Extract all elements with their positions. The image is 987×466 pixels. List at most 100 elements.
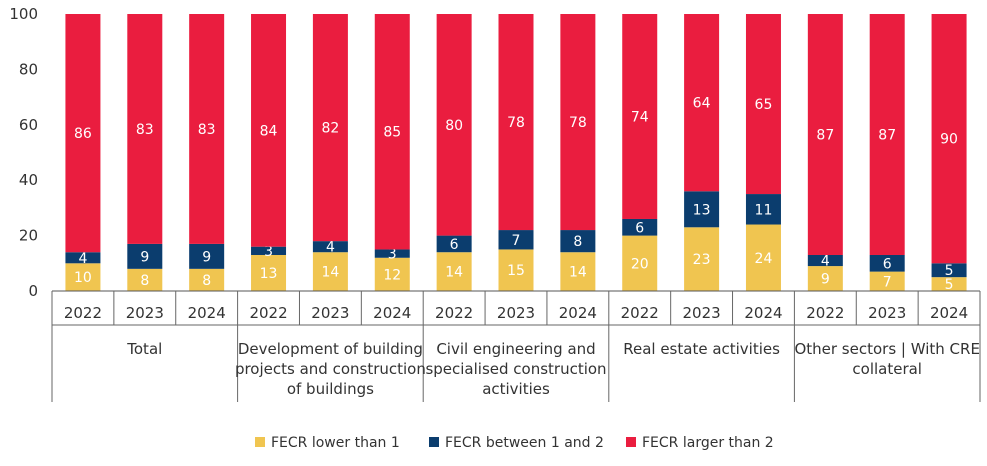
x-tick-label: 2023 xyxy=(497,304,535,322)
data-label: 24 xyxy=(755,251,773,267)
bar-segment[interactable] xyxy=(684,227,720,291)
data-label: 87 xyxy=(878,127,896,143)
group-label: collateral xyxy=(852,360,922,378)
x-tick-label: 2024 xyxy=(188,304,226,322)
data-label: 12 xyxy=(383,267,401,283)
group-label: Real estate activities xyxy=(623,340,780,358)
bar-segment[interactable] xyxy=(251,14,287,247)
data-label: 13 xyxy=(693,202,711,218)
data-label: 15 xyxy=(507,263,525,279)
data-label: 7 xyxy=(512,233,521,249)
bar-segment[interactable] xyxy=(869,254,905,272)
bar-segment[interactable] xyxy=(684,191,720,228)
bar-segment[interactable] xyxy=(869,14,905,255)
bar-segment[interactable] xyxy=(65,263,101,291)
y-tick-label: 40 xyxy=(19,171,38,189)
bar-segment[interactable] xyxy=(65,252,101,264)
x-tick-label: 2022 xyxy=(435,304,473,322)
data-label: 78 xyxy=(569,115,587,131)
bar-segment[interactable] xyxy=(312,241,348,253)
bar-segment[interactable] xyxy=(374,14,410,250)
data-label: 74 xyxy=(631,109,649,125)
data-label: 23 xyxy=(693,252,711,268)
bar-segment[interactable] xyxy=(869,271,905,291)
bar-segment[interactable] xyxy=(436,14,472,236)
bar-segment[interactable] xyxy=(745,14,781,195)
data-label: 4 xyxy=(326,240,335,256)
bar-segment[interactable] xyxy=(189,243,225,269)
data-label: 4 xyxy=(78,251,87,267)
x-tick-label: 2024 xyxy=(930,304,968,322)
bar-segment[interactable] xyxy=(560,14,596,231)
bar-segment[interactable] xyxy=(251,246,287,255)
data-label: 8 xyxy=(573,234,582,250)
group-label: specialised construction xyxy=(425,360,606,378)
data-label: 8 xyxy=(202,273,211,289)
data-label: 14 xyxy=(569,265,587,281)
y-tick-label: 20 xyxy=(19,227,38,245)
bar-segment[interactable] xyxy=(251,254,287,291)
data-label: 6 xyxy=(635,220,644,236)
data-label: 5 xyxy=(945,263,954,279)
bar-segment[interactable] xyxy=(189,14,225,244)
bar-segment[interactable] xyxy=(560,230,596,253)
bar-segment[interactable] xyxy=(436,252,472,291)
data-label: 8 xyxy=(140,273,149,289)
x-tick-label: 2022 xyxy=(249,304,287,322)
x-tick-label: 2022 xyxy=(621,304,659,322)
x-tick-label: 2023 xyxy=(126,304,164,322)
bar-segment[interactable] xyxy=(807,14,843,255)
bar-segment[interactable] xyxy=(65,14,101,253)
data-label: 6 xyxy=(883,256,892,272)
x-tick-label: 2022 xyxy=(806,304,844,322)
x-tick-label: 2023 xyxy=(868,304,906,322)
bar-segment[interactable] xyxy=(560,252,596,291)
data-label: 20 xyxy=(631,256,649,272)
data-label: 9 xyxy=(202,249,211,265)
group-label: Total xyxy=(126,340,162,358)
bar-segment[interactable] xyxy=(436,235,472,253)
x-tick-label: 2024 xyxy=(559,304,597,322)
legend-label: FECR larger than 2 xyxy=(642,435,774,451)
bar-segment[interactable] xyxy=(374,249,410,258)
bar-segment[interactable] xyxy=(374,257,410,291)
group-label: Civil engineering and xyxy=(436,340,595,358)
group-label: activities xyxy=(482,380,550,398)
bar-segment[interactable] xyxy=(189,268,225,291)
bar-segment[interactable] xyxy=(127,243,163,269)
x-tick-label: 2023 xyxy=(683,304,721,322)
bar-segment[interactable] xyxy=(622,235,658,291)
data-label: 5 xyxy=(945,277,954,293)
bar-segment[interactable] xyxy=(684,14,720,192)
bar-segment[interactable] xyxy=(931,263,967,278)
legend-swatch xyxy=(429,437,439,447)
data-label: 14 xyxy=(445,265,463,281)
bar-segment[interactable] xyxy=(498,14,534,231)
data-label: 3 xyxy=(264,244,273,260)
x-tick-label: 2024 xyxy=(744,304,782,322)
data-label: 82 xyxy=(321,121,339,137)
group-label: projects and construction xyxy=(235,360,426,378)
x-tick-label: 2022 xyxy=(64,304,102,322)
bar-segment[interactable] xyxy=(127,268,163,291)
data-label: 13 xyxy=(260,266,278,282)
x-tick-label: 2023 xyxy=(311,304,349,322)
bar-segment[interactable] xyxy=(312,14,348,242)
bar-segment[interactable] xyxy=(931,14,967,264)
bar-segment[interactable] xyxy=(807,254,843,267)
bar-segment[interactable] xyxy=(498,230,534,250)
bar-segment[interactable] xyxy=(745,224,781,291)
bar-segment[interactable] xyxy=(807,266,843,291)
bar-segment[interactable] xyxy=(498,249,534,291)
data-label: 85 xyxy=(383,125,401,141)
data-label: 11 xyxy=(755,202,773,218)
bar-segment[interactable] xyxy=(745,194,781,225)
data-label: 83 xyxy=(136,122,154,138)
bar-segment[interactable] xyxy=(127,14,163,244)
bar-segment[interactable] xyxy=(622,14,658,219)
bar-segment[interactable] xyxy=(622,218,658,236)
bar-segment[interactable] xyxy=(931,277,967,291)
bar-segment[interactable] xyxy=(312,252,348,291)
legend-swatch xyxy=(255,437,265,447)
